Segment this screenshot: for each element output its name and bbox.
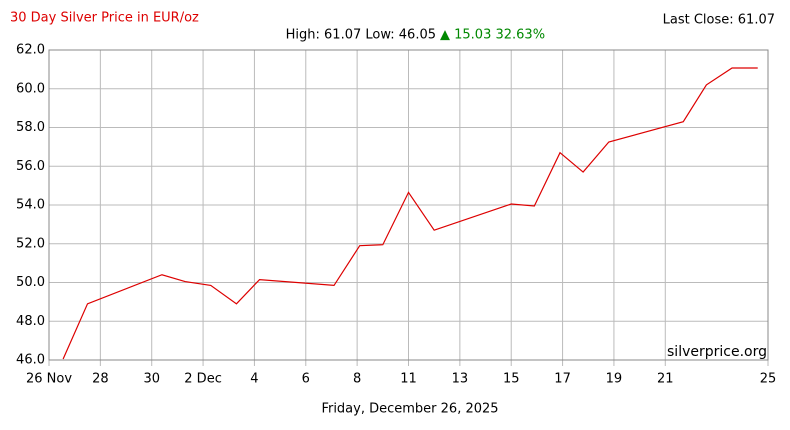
y-tick-label: 58.0	[16, 120, 45, 135]
y-tick-label: 46.0	[16, 353, 45, 368]
x-tick-label: 4	[250, 372, 258, 387]
x-tick-label: 2 Dec	[184, 372, 222, 387]
y-tick-label: 52.0	[16, 236, 45, 251]
last-close: Last Close: 61.07	[663, 13, 775, 28]
x-tick-label: 28	[92, 372, 109, 387]
x-tick-label: 8	[353, 372, 361, 387]
x-tick-label: 25	[760, 372, 777, 387]
price-line	[62, 67, 758, 360]
x-tick-label: 19	[606, 372, 623, 387]
y-tick-label: 62.0	[16, 43, 45, 58]
y-tick-label: 48.0	[16, 314, 45, 329]
y-tick-label: 60.0	[16, 81, 45, 96]
y-tick-label: 54.0	[16, 198, 45, 213]
x-tick-label: 21	[657, 372, 674, 387]
watermark: silverprice.org	[667, 344, 767, 360]
plot-frame	[48, 49, 769, 361]
x-tick-label: 15	[503, 372, 520, 387]
x-axis-label: Friday, December 26, 2025	[321, 402, 498, 417]
summary: High: 61.07 Low: 46.05	[286, 28, 436, 43]
chart-title: 30 Day Silver Price in EUR/oz	[10, 11, 199, 26]
x-tick-label: 6	[302, 372, 310, 387]
x-tick-label: 11	[400, 372, 417, 387]
y-tick-label: 56.0	[16, 159, 45, 174]
x-tick-label: 26 Nov	[26, 372, 72, 387]
y-tick-label: 50.0	[16, 275, 45, 290]
x-tick-label: 30	[143, 372, 160, 387]
change: ▲ 15.03 32.63%	[440, 28, 545, 43]
x-tick-label: 13	[452, 372, 469, 387]
x-tick-label: 17	[554, 372, 571, 387]
